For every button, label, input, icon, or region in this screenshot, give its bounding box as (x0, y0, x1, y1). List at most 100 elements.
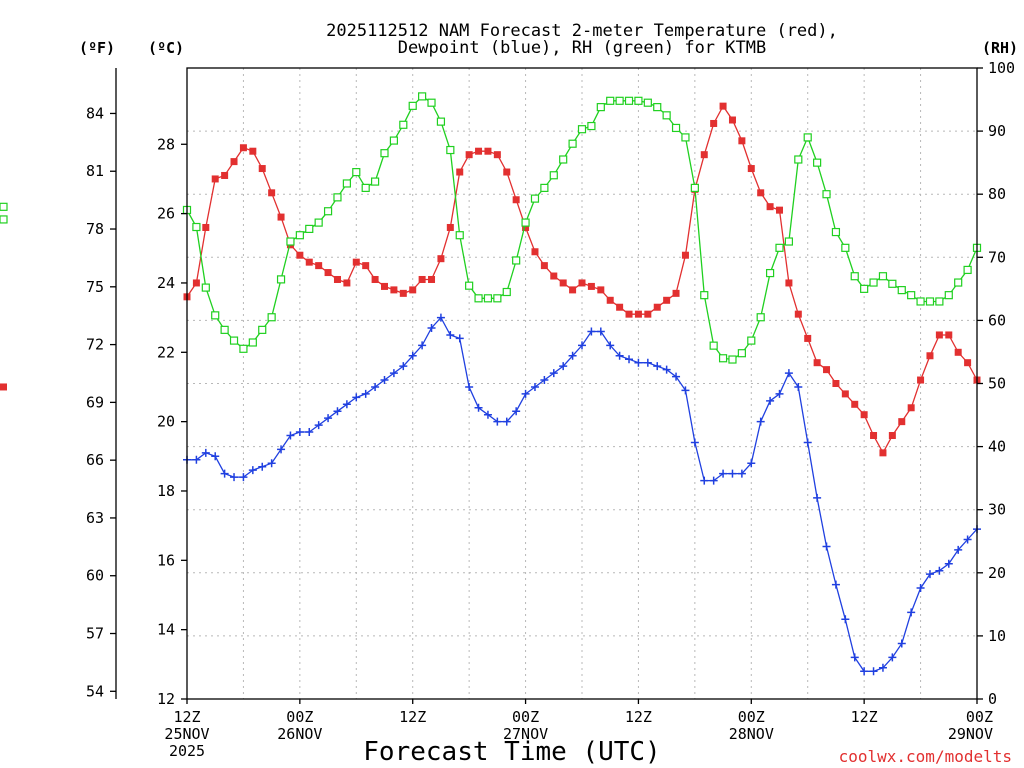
celsius-tick-label: 22 (157, 343, 175, 361)
temperature-point (512, 196, 520, 204)
temperature-point (362, 262, 370, 270)
dewpoint-point (559, 362, 568, 371)
rh-point (615, 96, 624, 105)
temperature-point (475, 147, 483, 155)
rh-point (549, 171, 558, 180)
rh-point (775, 243, 784, 252)
dewpoint-point (389, 369, 398, 378)
rh-point (211, 311, 220, 320)
rh-tick-label: 100 (988, 59, 1015, 77)
rh-point (389, 136, 399, 145)
fahrenheit-tick-label: 72 (86, 336, 104, 354)
rh-point (229, 336, 239, 345)
fahrenheit-tick-label: 81 (86, 162, 104, 180)
temperature-point (0, 383, 7, 391)
dewpoint-point (860, 667, 869, 676)
dewpoint-point (399, 362, 408, 371)
temperature-point (249, 147, 257, 155)
series-layer (0, 92, 982, 676)
dewpoint-point (314, 421, 323, 430)
dewpoint-point (474, 403, 483, 412)
dewpoint-point (850, 653, 859, 662)
x-tick-label: 12Z (399, 708, 426, 726)
temperature-point (390, 286, 398, 294)
temperature-point (202, 223, 210, 231)
dewpoint-point (719, 469, 728, 478)
celsius-tick-label: 28 (157, 135, 175, 153)
dewpoint-point (944, 559, 953, 568)
rh-point (681, 133, 690, 142)
dewpoint-point (869, 667, 878, 676)
celsius-tick-label: 14 (157, 621, 175, 639)
rh-point (540, 183, 549, 192)
dewpoint-point (653, 362, 662, 371)
rh-point (521, 218, 530, 227)
rh-point (455, 231, 464, 240)
dewpoint-point (465, 382, 474, 391)
rh-point (220, 325, 229, 334)
dewpoint-point (286, 431, 295, 440)
rh-point (897, 286, 906, 295)
rh-point (596, 103, 605, 112)
rh-point (737, 349, 746, 358)
dewpoint-point (766, 396, 775, 405)
dewpoint-point (681, 386, 690, 395)
dewpoint-point (502, 417, 511, 426)
rh-point (0, 202, 8, 211)
temperature-point (813, 359, 821, 367)
rh-point (587, 121, 596, 131)
dewpoint-point (380, 376, 389, 385)
fahrenheit-unit-label: (ºF) (79, 39, 115, 57)
dewpoint-point (596, 327, 605, 336)
dewpoint-point (775, 389, 784, 398)
rh-point (418, 92, 427, 101)
dewpoint-point (747, 459, 756, 468)
temperature-point (841, 390, 849, 398)
rh-point (850, 272, 859, 281)
temperature-point (672, 289, 680, 297)
rh-point (295, 231, 304, 240)
dewpoint-point (935, 566, 944, 575)
temperature-point (493, 151, 501, 159)
dewpoint-point (625, 355, 634, 364)
dewpoint-point (672, 372, 681, 381)
chart-title-line2: Dewpoint (blue), RH (green) for KTMB (398, 38, 766, 58)
rh-tick-label: 80 (988, 185, 1006, 203)
x-tick-label: 27NOV (503, 725, 548, 743)
dewpoint-point (267, 459, 276, 468)
rh-point (878, 272, 888, 281)
celsius-tick-label: 18 (157, 482, 175, 500)
rh-point (925, 297, 935, 306)
dewpoint-point (493, 417, 502, 426)
rh-tick-label: 20 (988, 564, 1006, 582)
temperature-point (663, 296, 671, 304)
rh-point (267, 313, 276, 322)
x-tick-label: 00Z (738, 708, 765, 726)
rh-point (728, 355, 737, 364)
rh-point (634, 96, 643, 105)
temperature-point (258, 165, 266, 173)
temperature-point (879, 449, 887, 457)
temperature-point (540, 262, 548, 270)
temperature-point (343, 279, 351, 287)
dewpoint-point (756, 417, 765, 426)
temperature-point (634, 310, 642, 318)
dewpoint-point (361, 389, 370, 398)
rh-point (305, 224, 314, 234)
dewpoint-point (258, 462, 267, 471)
temperature-point (644, 310, 652, 318)
rh-point (483, 294, 493, 303)
temperature-point (465, 151, 473, 159)
dewpoint-point (587, 327, 596, 336)
dewpoint-point (248, 466, 257, 475)
temperature-point (192, 279, 200, 287)
rh-point (276, 275, 286, 284)
fahrenheit-tick-label: 84 (86, 104, 104, 122)
dewpoint-point (803, 438, 812, 447)
x-tick-label: 2025 (169, 742, 205, 760)
rh-point (860, 284, 869, 293)
dewpoint-point (888, 653, 897, 662)
dewpoint-point (643, 358, 652, 367)
dewpoint-point (192, 455, 201, 464)
rh-point (568, 139, 577, 148)
